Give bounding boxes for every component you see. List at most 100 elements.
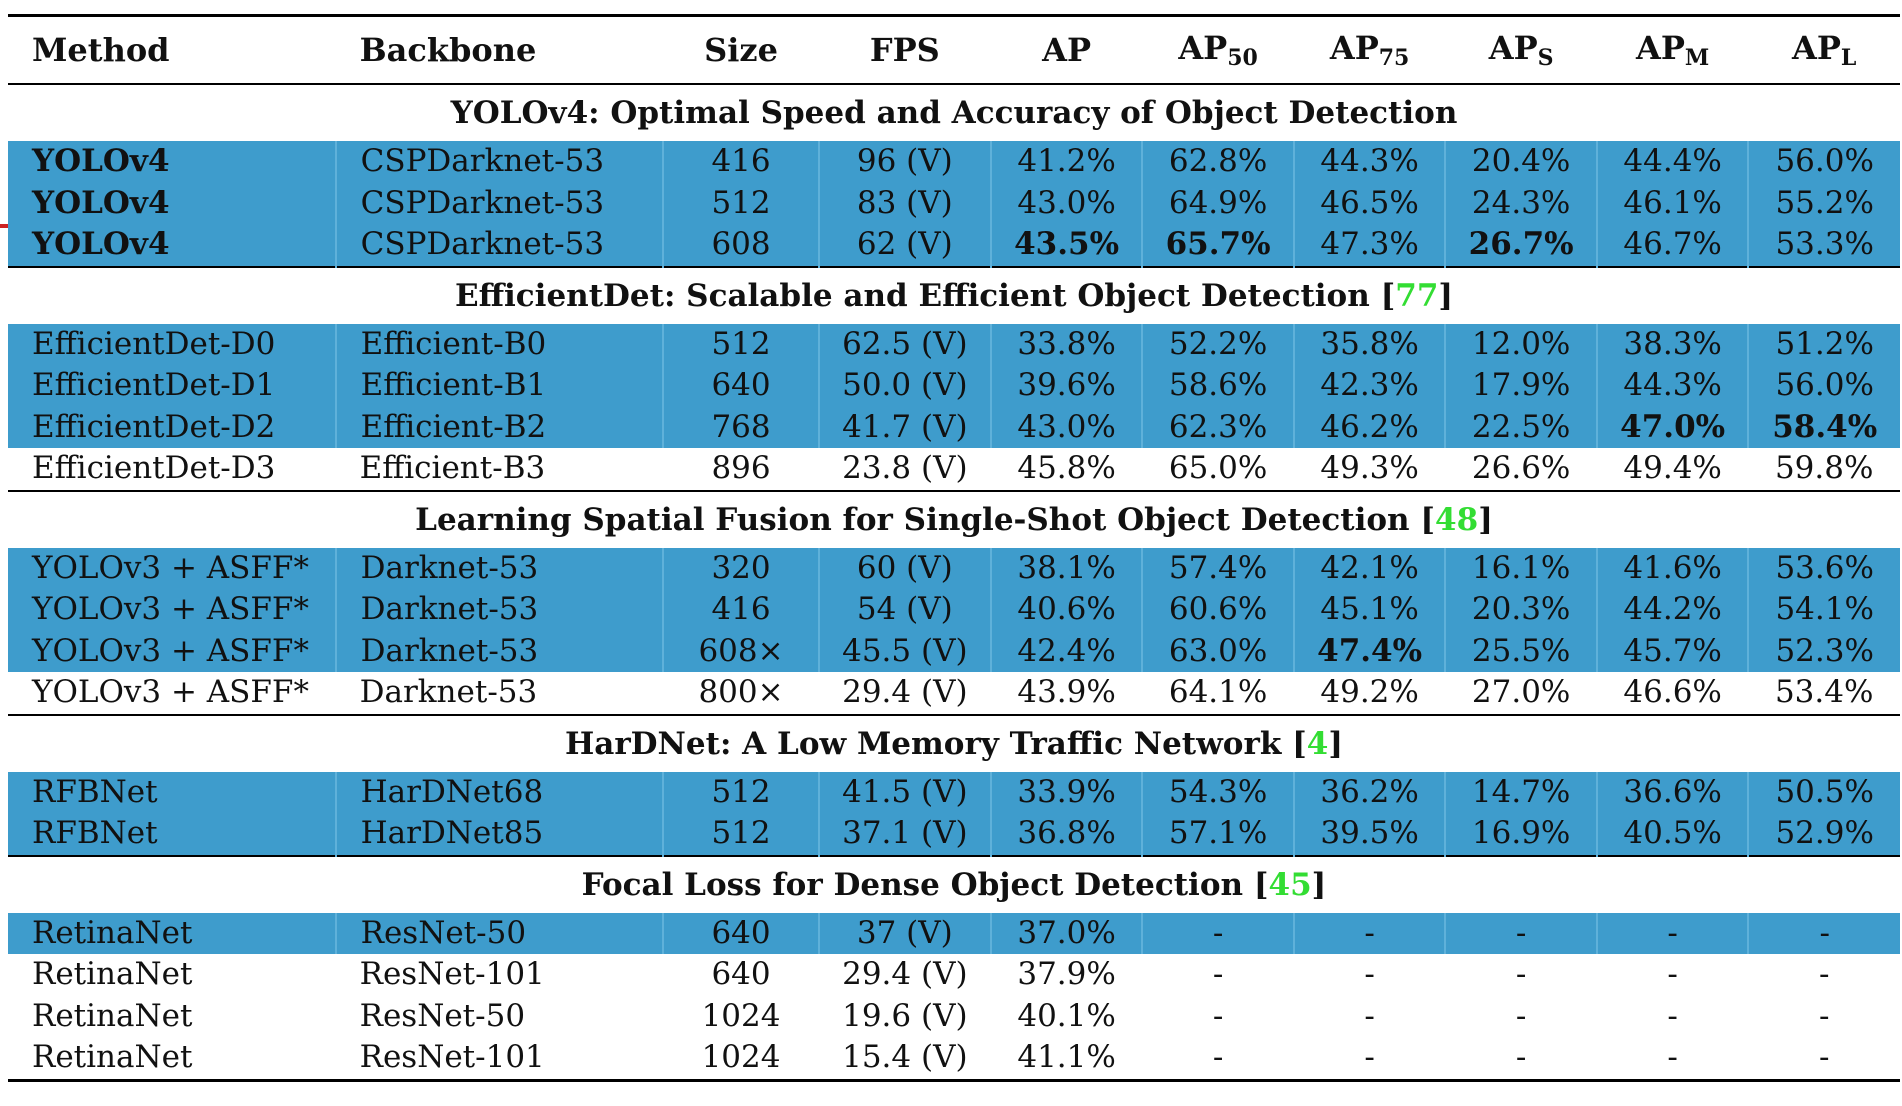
citation-link[interactable]: 45	[1268, 866, 1312, 903]
table-body: YOLOv4: Optimal Speed and Accuracy of Ob…	[8, 84, 1900, 1082]
cell-ap75: 49.3%	[1320, 450, 1419, 486]
cell-apl: -	[1747, 912, 1900, 954]
cell-aps: 26.7%	[1444, 224, 1597, 267]
cell-size: 640	[662, 912, 819, 954]
cell-size: 1024	[701, 997, 781, 1034]
cell-size: 320	[662, 547, 819, 589]
cell-ap50: -	[1142, 1037, 1294, 1082]
table-row: RetinaNet ResNet-101 640 29.4 (V) 37.9% - - - - -	[8, 954, 1900, 996]
cell-ap75: 49.2%	[1320, 674, 1419, 710]
cell-ap: 40.1%	[1017, 997, 1116, 1034]
header-ap75: AP75	[1293, 14, 1446, 85]
cell-fps: 19.6 (V)	[842, 997, 968, 1034]
cell-aps: -	[1444, 912, 1597, 954]
cell-fps: 54 (V)	[817, 589, 991, 631]
cell-backbone: ResNet-101	[359, 956, 545, 992]
cell-aps: 24.3%	[1444, 182, 1597, 224]
header-apl-sub: L	[1840, 45, 1857, 71]
cell-ap75: -	[1364, 997, 1375, 1034]
cell-size: 512	[662, 771, 819, 813]
cell-ap50: 64.9%	[1141, 182, 1294, 224]
cell-aps: 16.9%	[1444, 813, 1597, 856]
cell-apl: 52.3%	[1747, 630, 1900, 672]
cell-ap75: 47.4%	[1292, 630, 1446, 672]
citation: [45]	[1243, 866, 1327, 903]
header-apm: APM	[1596, 14, 1749, 85]
cell-backbone: CSPDarknet-53	[334, 182, 664, 224]
table-row: YOLOv3 + ASFF* Darknet-53 416 54 (V) 40.6% 60…	[8, 589, 1900, 631]
cell-fps: 15.4 (V)	[818, 1037, 991, 1082]
cell-ap: 37.9%	[1017, 956, 1116, 992]
table-row: EfficientDet-D2 Efficient-B2 768 41.7 (V) 43…	[8, 406, 1900, 448]
table-row: YOLOv4 CSPDarknet-53 512 83 (V) 43.0% 64.9% 46…	[8, 182, 1900, 224]
header-backbone: Backbone	[335, 14, 664, 85]
cell-size: 640	[662, 365, 819, 407]
group-title-text: YOLOv4: Optimal Speed and Accuracy of Ob…	[450, 95, 1458, 131]
comparison-table: Method Backbone Size FPS AP AP50 AP75 AP…	[8, 14, 1900, 1082]
header-ap50-sub: 50	[1227, 45, 1258, 71]
cell-fps: 96 (V)	[817, 141, 991, 183]
cell-ap: 36.8%	[989, 813, 1143, 856]
cell-backbone: Darknet-53	[359, 674, 538, 710]
cell-method: RFBNet	[8, 771, 336, 813]
cell-size: 896	[711, 450, 771, 486]
cell-backbone: HarDNet68	[334, 771, 664, 813]
row-marker	[0, 224, 14, 228]
cell-backbone: CSPDarknet-53	[334, 224, 664, 267]
cell-aps: 20.4%	[1444, 141, 1597, 183]
cell-method: RFBNet	[8, 813, 336, 856]
header-ap50: AP50	[1142, 14, 1294, 85]
cell-size: 608	[662, 224, 819, 267]
cell-size: 512	[662, 323, 819, 365]
group-title: Focal Loss for Dense Object Detection [4…	[8, 857, 1900, 913]
cell-apm: 41.6%	[1595, 547, 1749, 589]
header-apl-base: AP	[1792, 29, 1841, 67]
cell-apm: 49.4%	[1623, 450, 1722, 486]
citation-link[interactable]: 48	[1435, 501, 1479, 538]
group-title-text: Learning Spatial Fusion for Single-Shot …	[415, 501, 1410, 538]
cell-ap75: 46.5%	[1292, 182, 1446, 224]
cell-backbone: Efficient-B2	[334, 406, 664, 448]
cell-apl: 59.8%	[1774, 450, 1874, 486]
cell-ap: 43.5%	[989, 224, 1143, 267]
cell-ap: 43.9%	[1017, 674, 1116, 710]
cell-aps: -	[1445, 1037, 1597, 1082]
header-row: Method Backbone Size FPS AP AP50 AP75 AP…	[8, 14, 1900, 85]
cell-fps: 41.5 (V)	[817, 771, 991, 813]
cell-ap: 40.6%	[989, 589, 1143, 631]
cell-apm: 44.3%	[1595, 365, 1749, 407]
cell-fps: 29.4 (V)	[842, 674, 968, 710]
cell-apl: -	[1818, 997, 1830, 1034]
citation-link[interactable]: 4	[1306, 725, 1329, 762]
header-method: Method	[8, 14, 336, 85]
citation-link[interactable]: 77	[1395, 277, 1439, 314]
cell-ap50: -	[1212, 956, 1224, 992]
cell-method: YOLOv3 + ASFF*	[8, 547, 336, 589]
cell-ap75: 44.3%	[1292, 141, 1446, 183]
cell-ap50: -	[1141, 912, 1294, 954]
cell-apm: -	[1595, 912, 1749, 954]
cell-aps: 25.5%	[1444, 630, 1597, 672]
cell-ap50: 65.7%	[1141, 224, 1294, 267]
cell-apl: 50.5%	[1747, 771, 1900, 813]
table-row: YOLOv3 + ASFF* Darknet-53 608× 45.5 (V) 42.4…	[8, 630, 1900, 672]
cell-ap50: 62.3%	[1141, 406, 1294, 448]
cell-aps: 16.1%	[1444, 547, 1597, 589]
cell-apl: 53.4%	[1774, 674, 1874, 710]
cell-aps: 14.7%	[1444, 771, 1597, 813]
cell-method: YOLOv3 + ASFF*	[8, 630, 336, 672]
cell-size: 512	[662, 182, 819, 224]
header-fps: FPS	[818, 14, 991, 85]
cell-aps: 17.9%	[1444, 365, 1597, 407]
cell-ap: 45.8%	[1017, 450, 1116, 486]
group-title: YOLOv4: Optimal Speed and Accuracy of Ob…	[8, 84, 1900, 141]
cell-apm: 46.7%	[1595, 224, 1749, 267]
cell-ap75: -	[1293, 1037, 1446, 1082]
cell-size: 608×	[662, 630, 819, 672]
cell-apm: 40.5%	[1595, 813, 1749, 856]
table-row: RetinaNet ResNet-101 1024 15.4 (V) 41.1% - - - -…	[8, 1037, 1900, 1082]
cell-aps: 27.0%	[1471, 674, 1571, 710]
cell-method: EfficientDet-D0	[8, 323, 336, 365]
cell-apl: 56.0%	[1747, 365, 1900, 407]
table-row: RFBNet HarDNet85 512 37.1 (V) 36.8% 57.1% 39.5…	[8, 813, 1900, 856]
